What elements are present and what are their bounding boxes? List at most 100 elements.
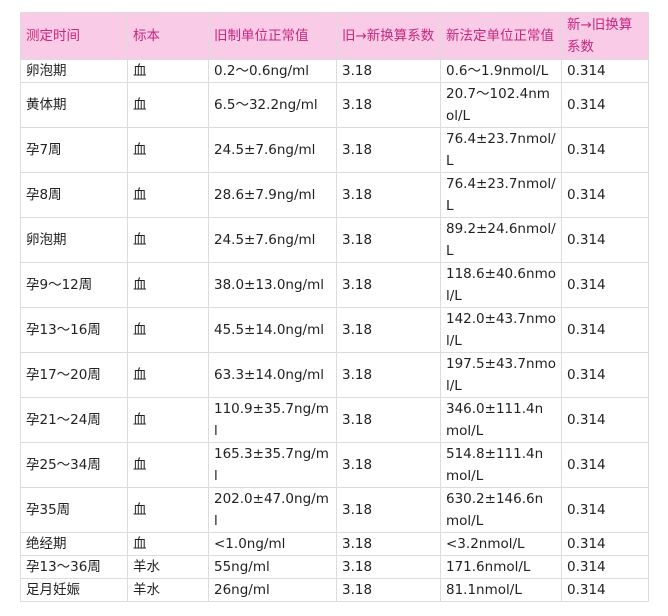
table-cell: 0.314 (561, 172, 649, 218)
data-table: 测定时间 标本 旧制单位正常值 旧→新换算系数 新法定单位正常值 新→旧换算系数 卵泡期血… (20, 12, 649, 602)
table-cell: 血 (127, 262, 209, 308)
table-cell: 孕8周 (20, 172, 128, 218)
table-cell: 24.5±7.6ng/ml (208, 217, 337, 263)
table-cell: 142.0±43.7nmol/L (440, 307, 562, 353)
table-cell: 3.18 (336, 82, 441, 128)
table-cell: 0.314 (561, 352, 649, 398)
table-row: 孕21～24周血 110.9±35.7ng/ml 3.18 346.0±111.4nm… (20, 397, 649, 443)
table-cell: 血 (127, 352, 209, 398)
table-cell: 0.314 (561, 127, 649, 173)
table-cell: 孕25～34周 (20, 442, 128, 488)
table-cell: 孕21～24周 (20, 397, 128, 443)
table-cell: 血 (127, 59, 209, 83)
table-cell: 血 (127, 397, 209, 443)
table-cell: 202.0±47.0ng/ml (208, 487, 337, 533)
table-cell: 孕17～20周 (20, 352, 128, 398)
table-row: 绝经期血 <1.0ng/ml 3.18 <3.2nmol/L 0.314 (20, 532, 649, 556)
table-cell: 0.314 (561, 59, 649, 83)
header-cell: 测定时间 (20, 12, 128, 60)
table-cell: 3.18 (336, 555, 441, 579)
table-row: 黄体期血 6.5～32.2ng/ml 3.18 20.7～102.4nmol/L 0.3… (20, 82, 649, 128)
table-row: 孕35周血 202.0±47.0ng/ml 3.18 630.2±146.6nmol/… (20, 487, 649, 533)
table-cell: 3.18 (336, 217, 441, 263)
table-cell: 24.5±7.6ng/ml (208, 127, 337, 173)
table-cell: 羊水 (127, 578, 209, 602)
table-row: 孕9～12周血 38.0±13.0ng/ml 3.18 118.6±40.6nmol/… (20, 262, 649, 308)
table-cell: 孕13～16周 (20, 307, 128, 353)
table-cell: 0.314 (561, 397, 649, 443)
table-cell: 孕35周 (20, 487, 128, 533)
table-cell: 3.18 (336, 487, 441, 533)
table-cell: <1.0ng/ml (208, 532, 337, 556)
table-cell: 3.18 (336, 262, 441, 308)
table-cell: 81.1nmol/L (440, 578, 562, 602)
table-row: 孕13～36周 羊水 55ng/ml 3.18 171.6nmol/L 0.314 (20, 555, 649, 579)
header-cell: 旧制单位正常值 (208, 12, 337, 60)
table-cell: 3.18 (336, 172, 441, 218)
table-cell: 3.18 (336, 578, 441, 602)
table-cell: 55ng/ml (208, 555, 337, 579)
table-cell: 绝经期 (20, 532, 128, 556)
table-cell: 0.314 (561, 262, 649, 308)
table-cell: 黄体期 (20, 82, 128, 128)
table-cell: 血 (127, 82, 209, 128)
table-cell: <3.2nmol/L (440, 532, 562, 556)
table-cell: 28.6±7.9ng/ml (208, 172, 337, 218)
table-cell: 足月妊娠 (20, 578, 128, 602)
table-cell: 76.4±23.7nmol/L (440, 127, 562, 173)
table-cell: 血 (127, 487, 209, 533)
table-cell: 45.5±14.0ng/ml (208, 307, 337, 353)
table-cell: 118.6±40.6nmol/L (440, 262, 562, 308)
table-cell: 卵泡期 (20, 217, 128, 263)
table-cell: 0.6～1.9nmol/L (440, 59, 562, 83)
table-cell: 165.3±35.7ng/ml (208, 442, 337, 488)
table-cell: 血 (127, 127, 209, 173)
table-cell: 0.314 (561, 442, 649, 488)
table-cell: 514.8±111.4nmol/L (440, 442, 562, 488)
table-cell: 血 (127, 442, 209, 488)
table-cell: 171.6nmol/L (440, 555, 562, 579)
table-cell: 630.2±146.6nmol/L (440, 487, 562, 533)
table-cell: 3.18 (336, 352, 441, 398)
table-cell: 20.7～102.4nmol/L (440, 82, 562, 128)
table-cell: 197.5±43.7nmol/L (440, 352, 562, 398)
table-row: 卵泡期血 24.5±7.6ng/ml 3.18 89.2±24.6nmol/L 0.31… (20, 217, 649, 263)
header-cell: 新→旧换算系数 (561, 12, 649, 60)
table-body: 卵泡期血 0.2～0.6ng/ml 3.18 0.6～1.9nmol/L 0.314 黄体… (20, 59, 649, 602)
table-cell: 羊水 (127, 555, 209, 579)
table-row: 孕7周血 24.5±7.6ng/ml 3.18 76.4±23.7nmol/L 0.31… (20, 127, 649, 173)
table-cell: 3.18 (336, 307, 441, 353)
header-cell: 旧→新换算系数 (336, 12, 441, 60)
table-cell: 0.2～0.6ng/ml (208, 59, 337, 83)
table-cell: 63.3±14.0ng/ml (208, 352, 337, 398)
table-cell: 3.18 (336, 442, 441, 488)
table-cell: 血 (127, 172, 209, 218)
table-row: 孕17～20周血 63.3±14.0ng/ml 3.18 197.5±43.7nmol… (20, 352, 649, 398)
table-head: 测定时间 标本 旧制单位正常值 旧→新换算系数 新法定单位正常值 新→旧换算系数 (20, 12, 649, 60)
table-cell: 血 (127, 217, 209, 263)
table-cell: 76.4±23.7nmol/L (440, 172, 562, 218)
table-cell: 6.5～32.2ng/ml (208, 82, 337, 128)
table-cell: 3.18 (336, 59, 441, 83)
table-cell: 0.314 (561, 307, 649, 353)
header-row: 测定时间 标本 旧制单位正常值 旧→新换算系数 新法定单位正常值 新→旧换算系数 (20, 12, 649, 60)
table-cell: 孕7周 (20, 127, 128, 173)
table-cell: 26ng/ml (208, 578, 337, 602)
table-cell: 0.314 (561, 555, 649, 579)
table-row: 孕25～34周血 165.3±35.7ng/ml 3.18 514.8±111.4nm… (20, 442, 649, 488)
table-cell: 血 (127, 532, 209, 556)
table-cell: 3.18 (336, 532, 441, 556)
table-row: 卵泡期血 0.2～0.6ng/ml 3.18 0.6～1.9nmol/L 0.314 (20, 59, 649, 83)
table-row: 孕13～16周血 45.5±14.0ng/ml 3.18 142.0±43.7nmol… (20, 307, 649, 353)
table-cell: 110.9±35.7ng/ml (208, 397, 337, 443)
header-cell: 标本 (127, 12, 209, 60)
table-cell: 孕9～12周 (20, 262, 128, 308)
table-cell: 38.0±13.0ng/ml (208, 262, 337, 308)
table-cell: 0.314 (561, 487, 649, 533)
table-cell: 3.18 (336, 127, 441, 173)
table-cell: 0.314 (561, 578, 649, 602)
table-cell: 卵泡期 (20, 59, 128, 83)
table-row: 孕8周血 28.6±7.9ng/ml 3.18 76.4±23.7nmol/L 0.31… (20, 172, 649, 218)
table-cell: 血 (127, 307, 209, 353)
